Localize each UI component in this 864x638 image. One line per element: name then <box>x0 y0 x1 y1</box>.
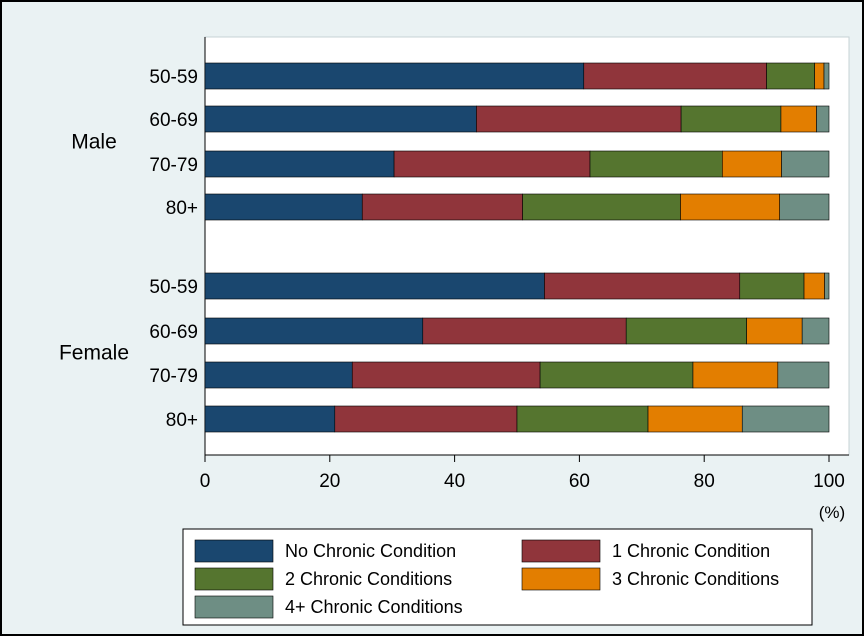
legend-swatch <box>521 567 601 591</box>
bar-segment <box>779 193 830 221</box>
legend: No Chronic Condition 1 Chronic Condition 2… <box>182 528 813 626</box>
category-labels-layer: 50-59 60-69 70-79 80+ 50-59 60-69 70-79 80+ <box>149 67 198 431</box>
x-tick-label: 0 <box>200 471 211 492</box>
legend-label: 4+ Chronic Conditions <box>285 597 463 617</box>
bar-segment <box>334 405 518 433</box>
group-label: Male <box>71 131 117 154</box>
x-ticks-layer: 0 20 40 60 80 100 <box>200 455 845 492</box>
bar-segment <box>583 62 767 90</box>
bar-segment <box>824 272 830 300</box>
bar-segment <box>204 317 424 345</box>
bar-segment <box>680 193 781 221</box>
category-label: 70-79 <box>149 155 198 176</box>
x-tick-label: 60 <box>569 471 590 492</box>
legend-swatch <box>521 539 601 563</box>
category-label: 50-59 <box>149 277 198 298</box>
category-label: 70-79 <box>149 366 198 387</box>
legend-swatch <box>194 539 274 563</box>
bar-segment <box>589 150 723 178</box>
bar-segment <box>741 405 830 433</box>
category-label: 50-59 <box>149 67 198 88</box>
bar-segment <box>476 105 682 133</box>
x-tick-label: 20 <box>319 471 340 492</box>
bar-segment <box>422 317 627 345</box>
bar-segment <box>801 317 830 345</box>
bar-segment <box>780 105 817 133</box>
bar-segment <box>803 272 825 300</box>
x-unit-label: (%) <box>819 503 845 522</box>
bar-segment <box>647 405 743 433</box>
legend-swatch <box>194 567 274 591</box>
x-tick-label: 100 <box>813 471 845 492</box>
bar-segment <box>204 62 585 90</box>
bar-segment <box>522 193 681 221</box>
legend-label: 3 Chronic Conditions <box>612 569 779 589</box>
legend-label: 1 Chronic Condition <box>612 541 770 561</box>
bar-segment <box>204 272 545 300</box>
x-tick-label: 40 <box>444 471 465 492</box>
bar-segment <box>544 272 741 300</box>
legend-box <box>182 528 813 626</box>
bar-segment <box>692 361 779 389</box>
bar-segment <box>516 405 649 433</box>
legend-swatch <box>194 595 274 619</box>
category-label: 60-69 <box>149 110 198 131</box>
bar-segment <box>680 105 782 133</box>
bar-segment <box>777 361 830 389</box>
category-label: 80+ <box>166 410 198 431</box>
group-label: Female <box>59 342 129 365</box>
bar-segment <box>204 405 336 433</box>
bar-segment <box>746 317 803 345</box>
bar-segment <box>204 361 353 389</box>
bar-segment <box>823 62 830 90</box>
bar-segment <box>361 193 523 221</box>
bar-segment <box>204 150 395 178</box>
bar-segment <box>721 150 782 178</box>
bar-segment <box>781 150 830 178</box>
bar-segment <box>393 150 591 178</box>
bar-segment <box>766 62 815 90</box>
bar-segment <box>351 361 541 389</box>
category-label: 60-69 <box>149 322 198 343</box>
bar-segment <box>814 62 825 90</box>
bars-layer <box>204 62 830 433</box>
plot-area <box>204 36 850 456</box>
category-label: 80+ <box>166 198 198 219</box>
bar-segment <box>204 193 363 221</box>
bar-segment <box>204 105 477 133</box>
legend-label: 2 Chronic Conditions <box>285 569 452 589</box>
group-labels-layer: Male Female <box>59 131 129 365</box>
bar-segment <box>816 105 830 133</box>
bar-segment <box>739 272 805 300</box>
legend-label: No Chronic Condition <box>285 541 456 561</box>
x-tick-label: 80 <box>694 471 715 492</box>
bar-segment <box>539 361 694 389</box>
bar-segment <box>625 317 747 345</box>
